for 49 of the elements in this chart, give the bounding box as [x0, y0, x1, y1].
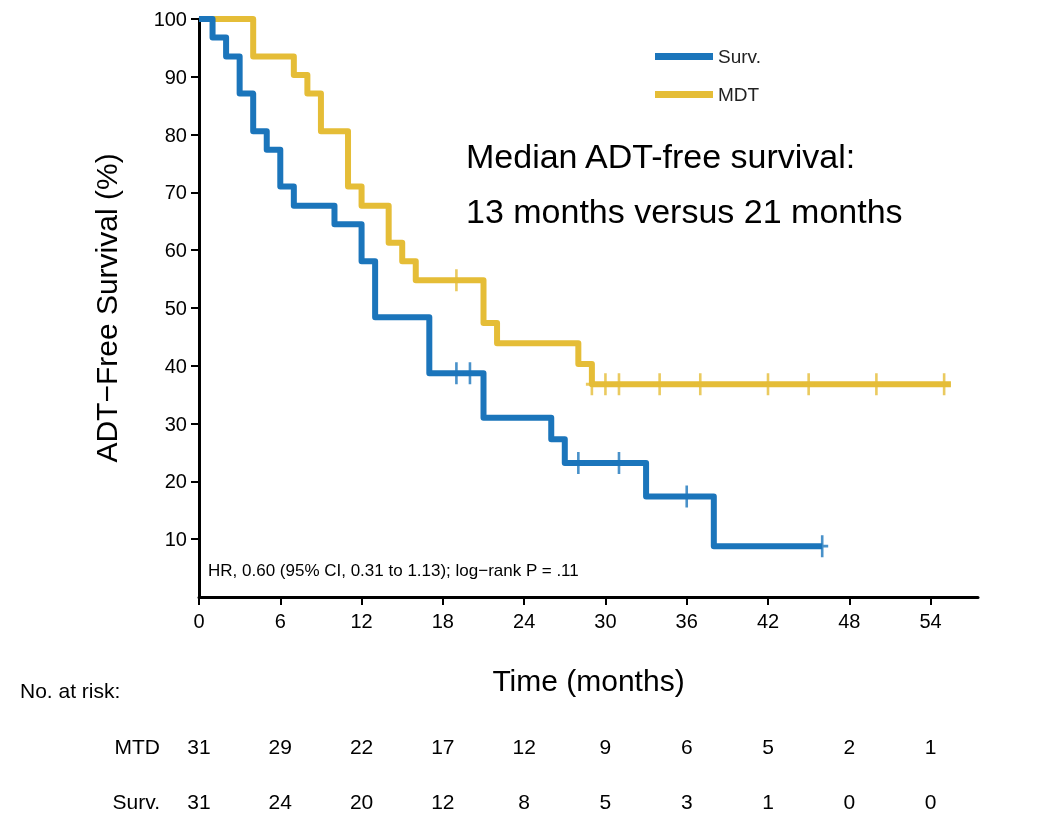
text: 9	[599, 734, 612, 758]
y-tick-label: 80	[164, 123, 187, 146]
text: 22	[349, 734, 374, 758]
y-tick-label: 20	[164, 470, 187, 493]
x-tick-label: 42	[756, 610, 780, 632]
text: 2	[843, 734, 856, 758]
text: 31	[187, 734, 211, 758]
legend-label: MDT	[718, 84, 760, 105]
text: 12	[431, 789, 455, 813]
text: 20	[349, 789, 374, 813]
legend-label: Surv.	[718, 46, 761, 67]
y-axis-title: ADT−Free Survival (%)	[89, 153, 123, 463]
text: 6	[680, 734, 693, 758]
x-tick-label: 18	[431, 610, 454, 632]
annotation: HR, 0.60 (95% CI, 0.31 to 1.13); log−rank P = .11	[208, 560, 579, 580]
text: 31	[187, 789, 211, 813]
text: 24	[268, 789, 293, 813]
x-tick-label: 12	[350, 610, 373, 632]
x-tick-label: 54	[919, 610, 942, 632]
text: 17	[431, 734, 455, 758]
y-tick-label: 30	[164, 412, 187, 435]
y-tick-label: 60	[164, 239, 187, 262]
text: MTD	[114, 734, 160, 758]
text: Surv.	[112, 789, 160, 813]
x-tick-label: 30	[594, 610, 617, 632]
text: 0	[924, 789, 937, 813]
x-tick-label: 0	[193, 610, 205, 632]
text: 3	[680, 789, 693, 813]
text: 1	[924, 734, 937, 758]
y-tick-label: 70	[164, 181, 187, 204]
text: 8	[518, 789, 530, 813]
y-tick-label: 10	[164, 528, 187, 551]
text: 0	[843, 789, 856, 813]
x-tick-label: 6	[274, 610, 286, 632]
annotation: Median ADT-free survival: 13 months versus 21 months	[466, 136, 903, 230]
x-axis-title: Time (months)	[492, 663, 685, 697]
text: 1	[762, 789, 774, 813]
y-tick-label: 100	[153, 8, 187, 30]
text: 12	[512, 734, 536, 758]
x-tick-label: 48	[838, 610, 861, 632]
x-tick-label: 36	[675, 610, 698, 632]
text: 5	[599, 789, 612, 813]
text: No. at risk:	[20, 678, 121, 702]
y-tick-label: 90	[164, 65, 187, 88]
y-tick-label: 40	[164, 354, 187, 377]
y-tick-label: 50	[164, 297, 187, 319]
text: 5	[762, 734, 774, 758]
text: 29	[268, 734, 292, 758]
x-tick-label: 24	[513, 610, 536, 632]
